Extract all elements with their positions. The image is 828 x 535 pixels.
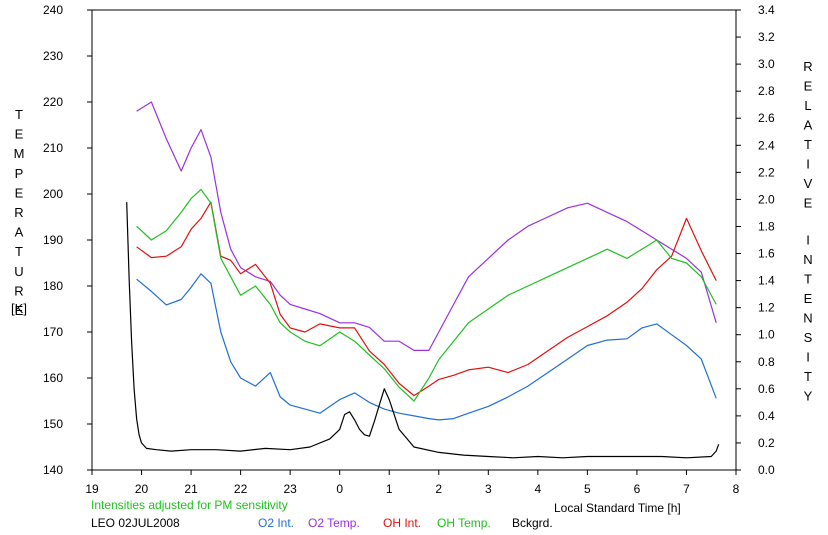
y-left-tick-label: 140 [43, 463, 63, 477]
y-axis-right: 0.0 0.2 0.4 0.6 0.8 1.0 1.2 1.4 1.6 1.8 2.0 2.2 2.4 2… [736, 3, 775, 477]
y-right-tick-label: 1.4 [758, 274, 775, 288]
y-right-tick-label: 0.6 [758, 382, 775, 396]
y-right-tick-label: 2.0 [758, 192, 775, 206]
chart-title: LEO 02JUL2008 [91, 516, 180, 530]
y-right-tick-label: 2.2 [758, 165, 775, 179]
y-right-tick-label: 1.2 [758, 301, 775, 315]
y-right-tick-label: 3.0 [758, 57, 775, 71]
y-right-tick-label: 3.4 [758, 3, 775, 17]
y-left-tick-label: 180 [43, 279, 63, 293]
x-tick-label: 21 [184, 482, 198, 496]
x-axis-label: Local Standard Time [h] [554, 501, 681, 515]
x-tick-label: 19 [85, 482, 99, 496]
y-left-tick-label: 220 [43, 95, 63, 109]
legend-o2-int: O2 Int. [258, 516, 295, 530]
y-left-tick-label: 210 [43, 141, 63, 155]
x-tick-label: 22 [234, 482, 248, 496]
x-tick-label: 6 [634, 482, 641, 496]
y-right-tick-label: 1.8 [758, 219, 775, 233]
x-tick-label: 5 [584, 482, 591, 496]
y-left-tick-label: 200 [43, 187, 63, 201]
x-tick-label: 0 [336, 482, 343, 496]
y-right-tick-label: 3.2 [758, 30, 775, 44]
x-tick-label: 3 [485, 482, 492, 496]
y-right-tick-label: 2.8 [758, 84, 775, 98]
y-right-tick-label: 2.4 [758, 138, 775, 152]
y-left-tick-label: 230 [43, 49, 63, 63]
legend-oh-temp: OH Temp. [437, 516, 491, 530]
x-tick-label: 8 [733, 482, 740, 496]
y-axis-left-unit: [K] [11, 301, 27, 316]
y-right-tick-label: 0.2 [758, 436, 775, 450]
series-line-bckgrd [126, 202, 720, 459]
x-tick-label: 4 [535, 482, 542, 496]
y-left-tick-label: 160 [43, 371, 63, 385]
series-line-oh-temp [136, 188, 717, 402]
x-tick-label: 7 [683, 482, 690, 496]
x-tick-label: 1 [386, 482, 393, 496]
series-layer [126, 101, 720, 459]
y-right-tick-label: 0.0 [758, 463, 775, 477]
legend-bckgrd: Bckgrd. [512, 516, 553, 530]
legend-oh-int: OH Int. [383, 516, 422, 530]
y-right-tick-label: 1.6 [758, 247, 775, 261]
y-left-tick-label: 240 [43, 3, 63, 17]
y-right-tick-label: 0.4 [758, 409, 775, 423]
y-axis-left: 140 150 160 170 180 190 200 210 220 230 240 [43, 3, 92, 477]
series-line-o2-temp [136, 101, 717, 351]
x-tick-label: 2 [435, 482, 442, 496]
y-left-tick-label: 170 [43, 325, 63, 339]
y-left-tick-label: 150 [43, 417, 63, 431]
x-tick-label: 20 [135, 482, 149, 496]
sensitivity-note: Intensities adjusted for PM sensitivity [91, 498, 288, 512]
legend-o2-temp: O2 Temp. [308, 516, 360, 530]
y-right-tick-label: 1.0 [758, 328, 775, 342]
y-left-tick-label: 190 [43, 233, 63, 247]
series-line-o2-int [136, 273, 717, 421]
y-right-tick-label: 0.8 [758, 355, 775, 369]
x-tick-label: 23 [283, 482, 297, 496]
series-line-oh-int [136, 201, 717, 397]
y-right-tick-label: 2.6 [758, 111, 775, 125]
x-axis: 19 20 21 22 23 0 1 2 3 4 5 6 7 8 [85, 470, 740, 496]
